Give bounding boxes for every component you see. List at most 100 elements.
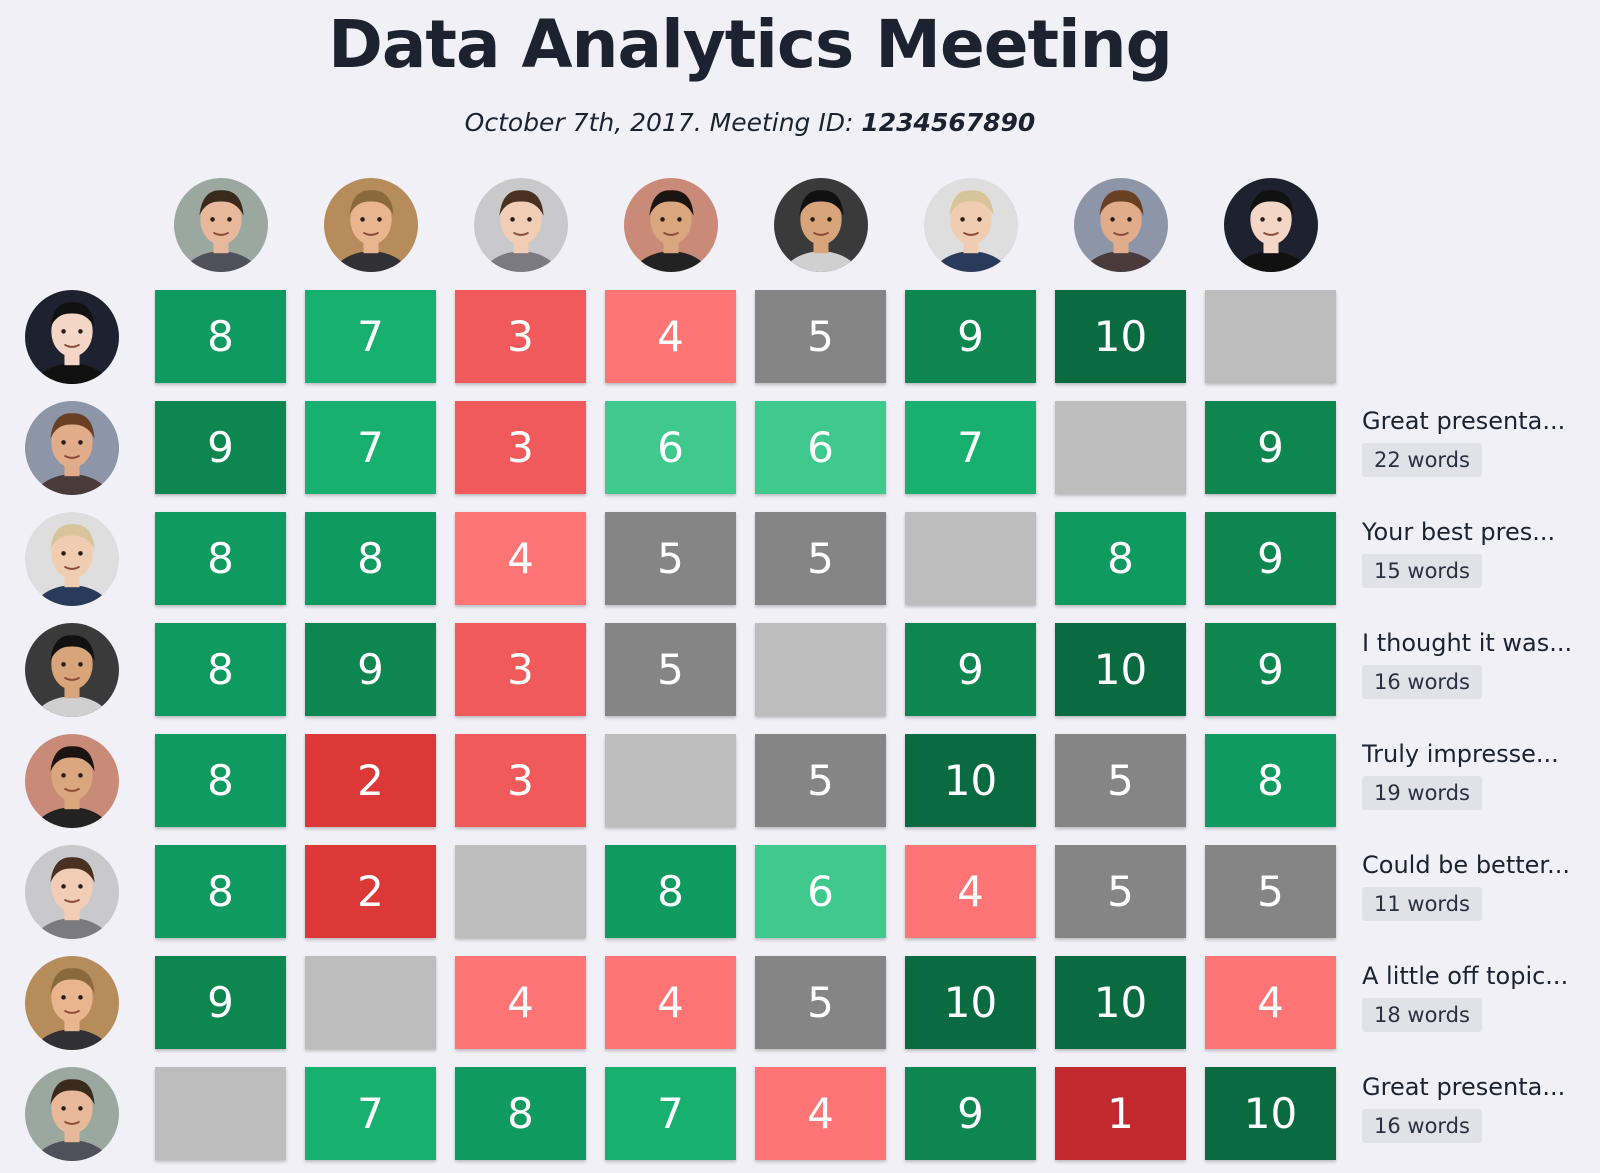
score-cell[interactable]: 6 <box>605 401 736 494</box>
comment-text: Your best pres... <box>1362 518 1556 546</box>
score-cell[interactable]: 6 <box>755 401 886 494</box>
word-count-badge: 16 words <box>1362 1109 1482 1143</box>
meeting-id: 1234567890 <box>861 108 1036 137</box>
score-cell[interactable]: 6 <box>755 845 886 938</box>
score-cell[interactable]: 2 <box>305 845 436 938</box>
word-count-badge: 22 words <box>1362 443 1482 477</box>
page-title: Data Analytics Meeting <box>328 6 1173 83</box>
score-cell[interactable]: 4 <box>755 1067 886 1160</box>
score-cell-empty[interactable] <box>1205 290 1336 383</box>
score-cell[interactable]: 8 <box>455 1067 586 1160</box>
score-cell[interactable]: 2 <box>305 734 436 827</box>
score-cell[interactable]: 9 <box>1205 512 1336 605</box>
score-cell-empty[interactable] <box>455 845 586 938</box>
score-cell-empty[interactable] <box>305 956 436 1049</box>
score-cell[interactable]: 5 <box>755 956 886 1049</box>
score-cell[interactable]: 5 <box>755 290 886 383</box>
score-cell[interactable]: 9 <box>905 1067 1036 1160</box>
column-avatar <box>623 178 718 272</box>
word-count-badge: 19 words <box>1362 776 1482 810</box>
score-cell[interactable]: 10 <box>1055 956 1186 1049</box>
meeting-subtitle: October 7th, 2017. Meeting ID: 123456789… <box>0 108 1500 137</box>
score-cell[interactable]: 9 <box>1205 401 1336 494</box>
comment-preview[interactable]: Could be better... 11 words <box>1362 851 1592 921</box>
score-cell[interactable]: 5 <box>1055 845 1186 938</box>
score-cell[interactable]: 7 <box>305 1067 436 1160</box>
comment-preview[interactable]: Great presenta... 16 words <box>1362 1073 1592 1143</box>
comment-text: I thought it was... <box>1362 629 1573 657</box>
score-cell[interactable]: 10 <box>1055 290 1186 383</box>
score-cell[interactable]: 10 <box>905 734 1036 827</box>
word-count-badge: 18 words <box>1362 998 1482 1032</box>
score-cell-empty[interactable] <box>905 512 1036 605</box>
score-cell-empty[interactable] <box>155 1067 286 1160</box>
score-cell[interactable]: 8 <box>155 845 286 938</box>
score-cell[interactable]: 5 <box>1205 845 1336 938</box>
comment-text: Great presenta... <box>1362 1073 1566 1101</box>
word-count-badge: 11 words <box>1362 887 1482 921</box>
comment-preview[interactable]: Truly impresse... 19 words <box>1362 740 1592 810</box>
column-avatar <box>1223 178 1318 272</box>
score-cell[interactable]: 7 <box>905 401 1036 494</box>
comment-text: Truly impresse... <box>1362 740 1559 768</box>
score-cell-empty[interactable] <box>755 623 886 716</box>
comment-preview[interactable]: Great presenta... 22 words <box>1362 407 1592 477</box>
comment-text: A little off topic... <box>1362 962 1569 990</box>
score-cell[interactable]: 3 <box>455 623 586 716</box>
score-cell[interactable]: 5 <box>755 512 886 605</box>
score-cell[interactable]: 9 <box>155 401 286 494</box>
score-cell[interactable]: 4 <box>605 956 736 1049</box>
score-cell[interactable]: 7 <box>305 401 436 494</box>
score-cell[interactable]: 7 <box>305 290 436 383</box>
row-avatar <box>25 844 119 939</box>
score-cell[interactable]: 9 <box>155 956 286 1049</box>
score-cell[interactable]: 3 <box>455 290 586 383</box>
score-cell[interactable]: 8 <box>155 290 286 383</box>
comment-text: Great presenta... <box>1362 407 1566 435</box>
score-grid: 8 7 3 4 5 9 10 9 7 3 6 6 7 9 8 8 4 5 5 8 9 8 9 3 5 9 10 9 8 2 3 5 10 5 8 8 2… <box>155 290 1336 1160</box>
row-avatar <box>25 400 119 495</box>
score-cell-empty[interactable] <box>605 734 736 827</box>
score-cell[interactable]: 10 <box>905 956 1036 1049</box>
score-cell[interactable]: 5 <box>605 623 736 716</box>
score-cell[interactable]: 8 <box>1205 734 1336 827</box>
score-cell[interactable]: 9 <box>905 623 1036 716</box>
comment-text: Could be better... <box>1362 851 1570 879</box>
comment-preview[interactable]: Your best pres... 15 words <box>1362 518 1592 588</box>
score-cell[interactable]: 4 <box>905 845 1036 938</box>
word-count-badge: 15 words <box>1362 554 1482 588</box>
score-cell[interactable]: 7 <box>605 1067 736 1160</box>
score-cell[interactable]: 8 <box>155 512 286 605</box>
score-cell[interactable]: 8 <box>155 734 286 827</box>
score-cell[interactable]: 8 <box>155 623 286 716</box>
column-avatar <box>323 178 418 272</box>
meeting-date: October 7th, 2017. Meeting ID: <box>464 108 862 137</box>
score-cell[interactable]: 5 <box>1055 734 1186 827</box>
column-avatar <box>1073 178 1168 272</box>
score-cell[interactable]: 4 <box>1205 956 1336 1049</box>
score-cell[interactable]: 9 <box>905 290 1036 383</box>
row-avatar <box>25 1066 119 1161</box>
score-cell[interactable]: 4 <box>455 512 586 605</box>
score-cell[interactable]: 8 <box>305 512 436 605</box>
score-cell[interactable]: 5 <box>755 734 886 827</box>
column-avatar <box>923 178 1018 272</box>
score-cell[interactable]: 4 <box>455 956 586 1049</box>
score-cell[interactable]: 10 <box>1055 623 1186 716</box>
comment-preview[interactable]: A little off topic... 18 words <box>1362 962 1592 1032</box>
comment-preview[interactable]: I thought it was... 16 words <box>1362 629 1592 699</box>
score-cell[interactable]: 8 <box>1055 512 1186 605</box>
score-cell-empty[interactable] <box>1055 401 1186 494</box>
score-cell[interactable]: 9 <box>305 623 436 716</box>
row-avatar <box>25 289 119 384</box>
score-cell[interactable]: 4 <box>605 290 736 383</box>
score-cell[interactable]: 10 <box>1205 1067 1336 1160</box>
score-cell[interactable]: 9 <box>1205 623 1336 716</box>
score-cell[interactable]: 1 <box>1055 1067 1186 1160</box>
column-avatar <box>773 178 868 272</box>
score-cell[interactable]: 3 <box>455 734 586 827</box>
row-avatar <box>25 511 119 606</box>
score-cell[interactable]: 5 <box>605 512 736 605</box>
score-cell[interactable]: 8 <box>605 845 736 938</box>
score-cell[interactable]: 3 <box>455 401 586 494</box>
